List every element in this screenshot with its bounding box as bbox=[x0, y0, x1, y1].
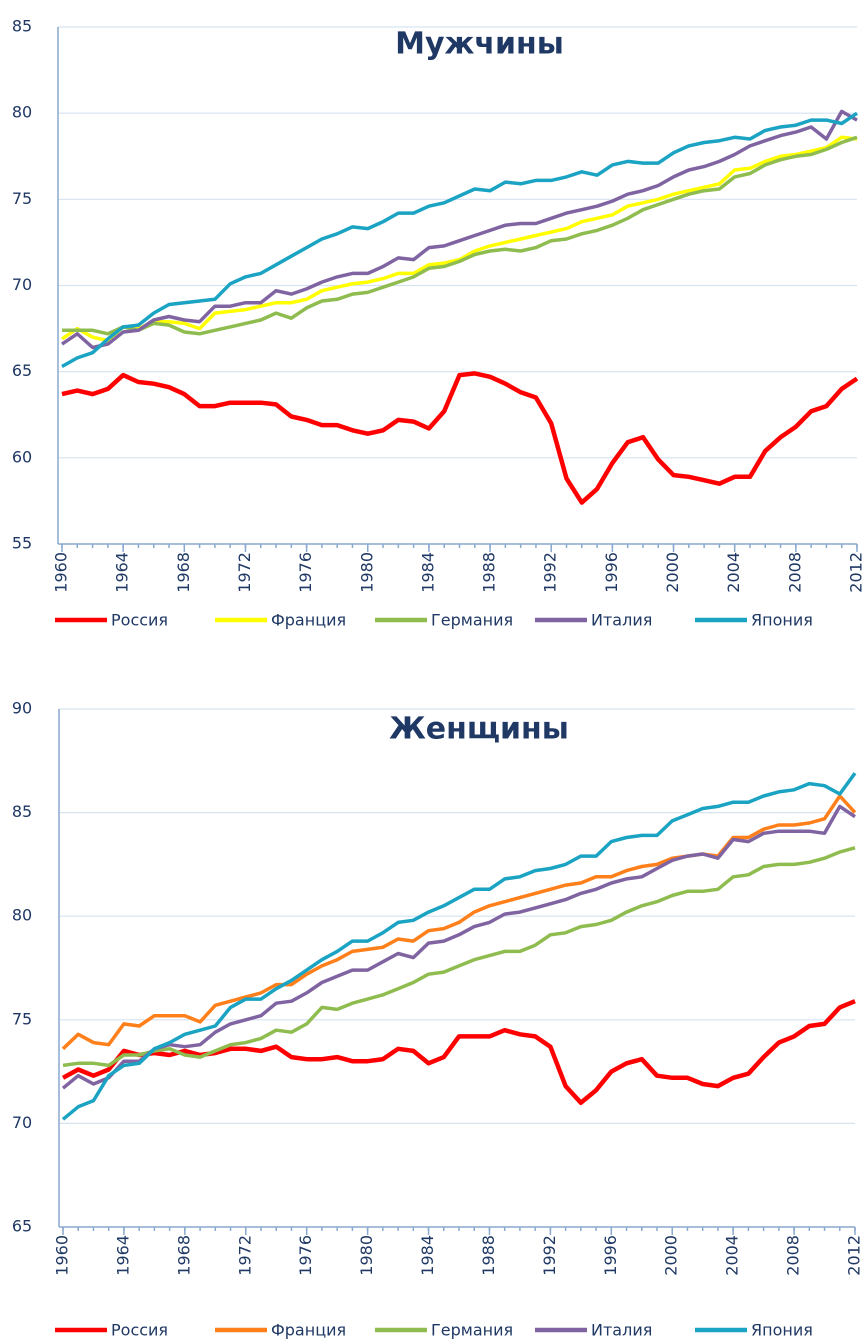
line-series bbox=[61, 804, 856, 1090]
x-tick-label: 1972 bbox=[235, 1235, 254, 1276]
x-tick-label: 1980 bbox=[357, 1235, 376, 1276]
line-series bbox=[62, 846, 856, 1068]
x-tick-label: 1992 bbox=[540, 1235, 559, 1276]
x-tick-label: 1984 bbox=[418, 552, 437, 593]
line-series bbox=[61, 371, 859, 505]
x-tick-label: 1960 bbox=[53, 1235, 72, 1276]
y-tick-label: 90 bbox=[12, 699, 32, 718]
legend-label: Италия bbox=[591, 1321, 652, 1340]
x-tick-label: 2004 bbox=[724, 552, 743, 593]
line-series bbox=[61, 999, 856, 1105]
x-tick-label: 2012 bbox=[847, 552, 866, 593]
legend-label: Франция bbox=[271, 611, 346, 630]
x-tick-label: 1968 bbox=[174, 1235, 193, 1276]
y-tick-label: 60 bbox=[12, 447, 32, 466]
x-tick-label: 2008 bbox=[784, 1235, 803, 1276]
legend-label: Россия bbox=[111, 611, 168, 630]
x-tick-label: 2000 bbox=[663, 552, 682, 593]
x-tick-label: 1988 bbox=[479, 1235, 498, 1276]
x-tick-label: 2008 bbox=[785, 552, 804, 593]
line-series bbox=[61, 111, 858, 369]
x-tick-label: 1972 bbox=[235, 552, 254, 593]
x-tick-label: 1988 bbox=[480, 552, 499, 593]
x-tick-label: 2000 bbox=[662, 1235, 681, 1276]
x-tick-label: 1984 bbox=[418, 1235, 437, 1276]
y-tick-label: 70 bbox=[12, 275, 32, 294]
y-tick-label: 65 bbox=[12, 361, 32, 380]
legend-label: Италия bbox=[591, 611, 652, 630]
line-series bbox=[61, 109, 858, 350]
x-tick-label: 1992 bbox=[541, 552, 560, 593]
x-tick-label: 1996 bbox=[601, 1235, 620, 1276]
y-tick-label: 85 bbox=[12, 17, 32, 36]
x-tick-label: 1960 bbox=[52, 552, 71, 593]
legend-label: Франция bbox=[271, 1321, 346, 1340]
chart-title: Женщины bbox=[389, 712, 569, 747]
y-tick-label: 75 bbox=[12, 189, 32, 208]
y-tick-label: 70 bbox=[12, 1113, 32, 1132]
legend-label: Япония bbox=[751, 1321, 813, 1340]
line-series bbox=[61, 772, 857, 1121]
x-tick-label: 1964 bbox=[113, 1235, 132, 1276]
x-tick-label: 1976 bbox=[296, 552, 315, 593]
y-tick-label: 65 bbox=[12, 1217, 32, 1236]
y-tick-label: 75 bbox=[12, 1009, 32, 1028]
x-tick-label: 1964 bbox=[113, 552, 132, 593]
legend-label: Япония bbox=[751, 611, 813, 630]
line-series bbox=[61, 794, 857, 1051]
y-tick-label: 80 bbox=[12, 103, 32, 122]
legend-label: Германия bbox=[431, 611, 513, 630]
x-tick-label: 1976 bbox=[296, 1235, 315, 1276]
x-tick-label: 1980 bbox=[357, 552, 376, 593]
y-tick-label: 55 bbox=[12, 534, 32, 553]
legend-label: Германия bbox=[431, 1321, 513, 1340]
x-tick-label: 1996 bbox=[602, 552, 621, 593]
chart-title: Мужчины bbox=[395, 27, 564, 62]
legend-label: Россия bbox=[111, 1321, 168, 1340]
line-series bbox=[62, 135, 858, 336]
y-tick-label: 85 bbox=[12, 802, 32, 821]
x-tick-label: 1968 bbox=[174, 552, 193, 593]
x-tick-label: 2004 bbox=[723, 1235, 742, 1276]
x-tick-label: 2012 bbox=[845, 1235, 864, 1276]
y-tick-label: 80 bbox=[12, 906, 32, 925]
